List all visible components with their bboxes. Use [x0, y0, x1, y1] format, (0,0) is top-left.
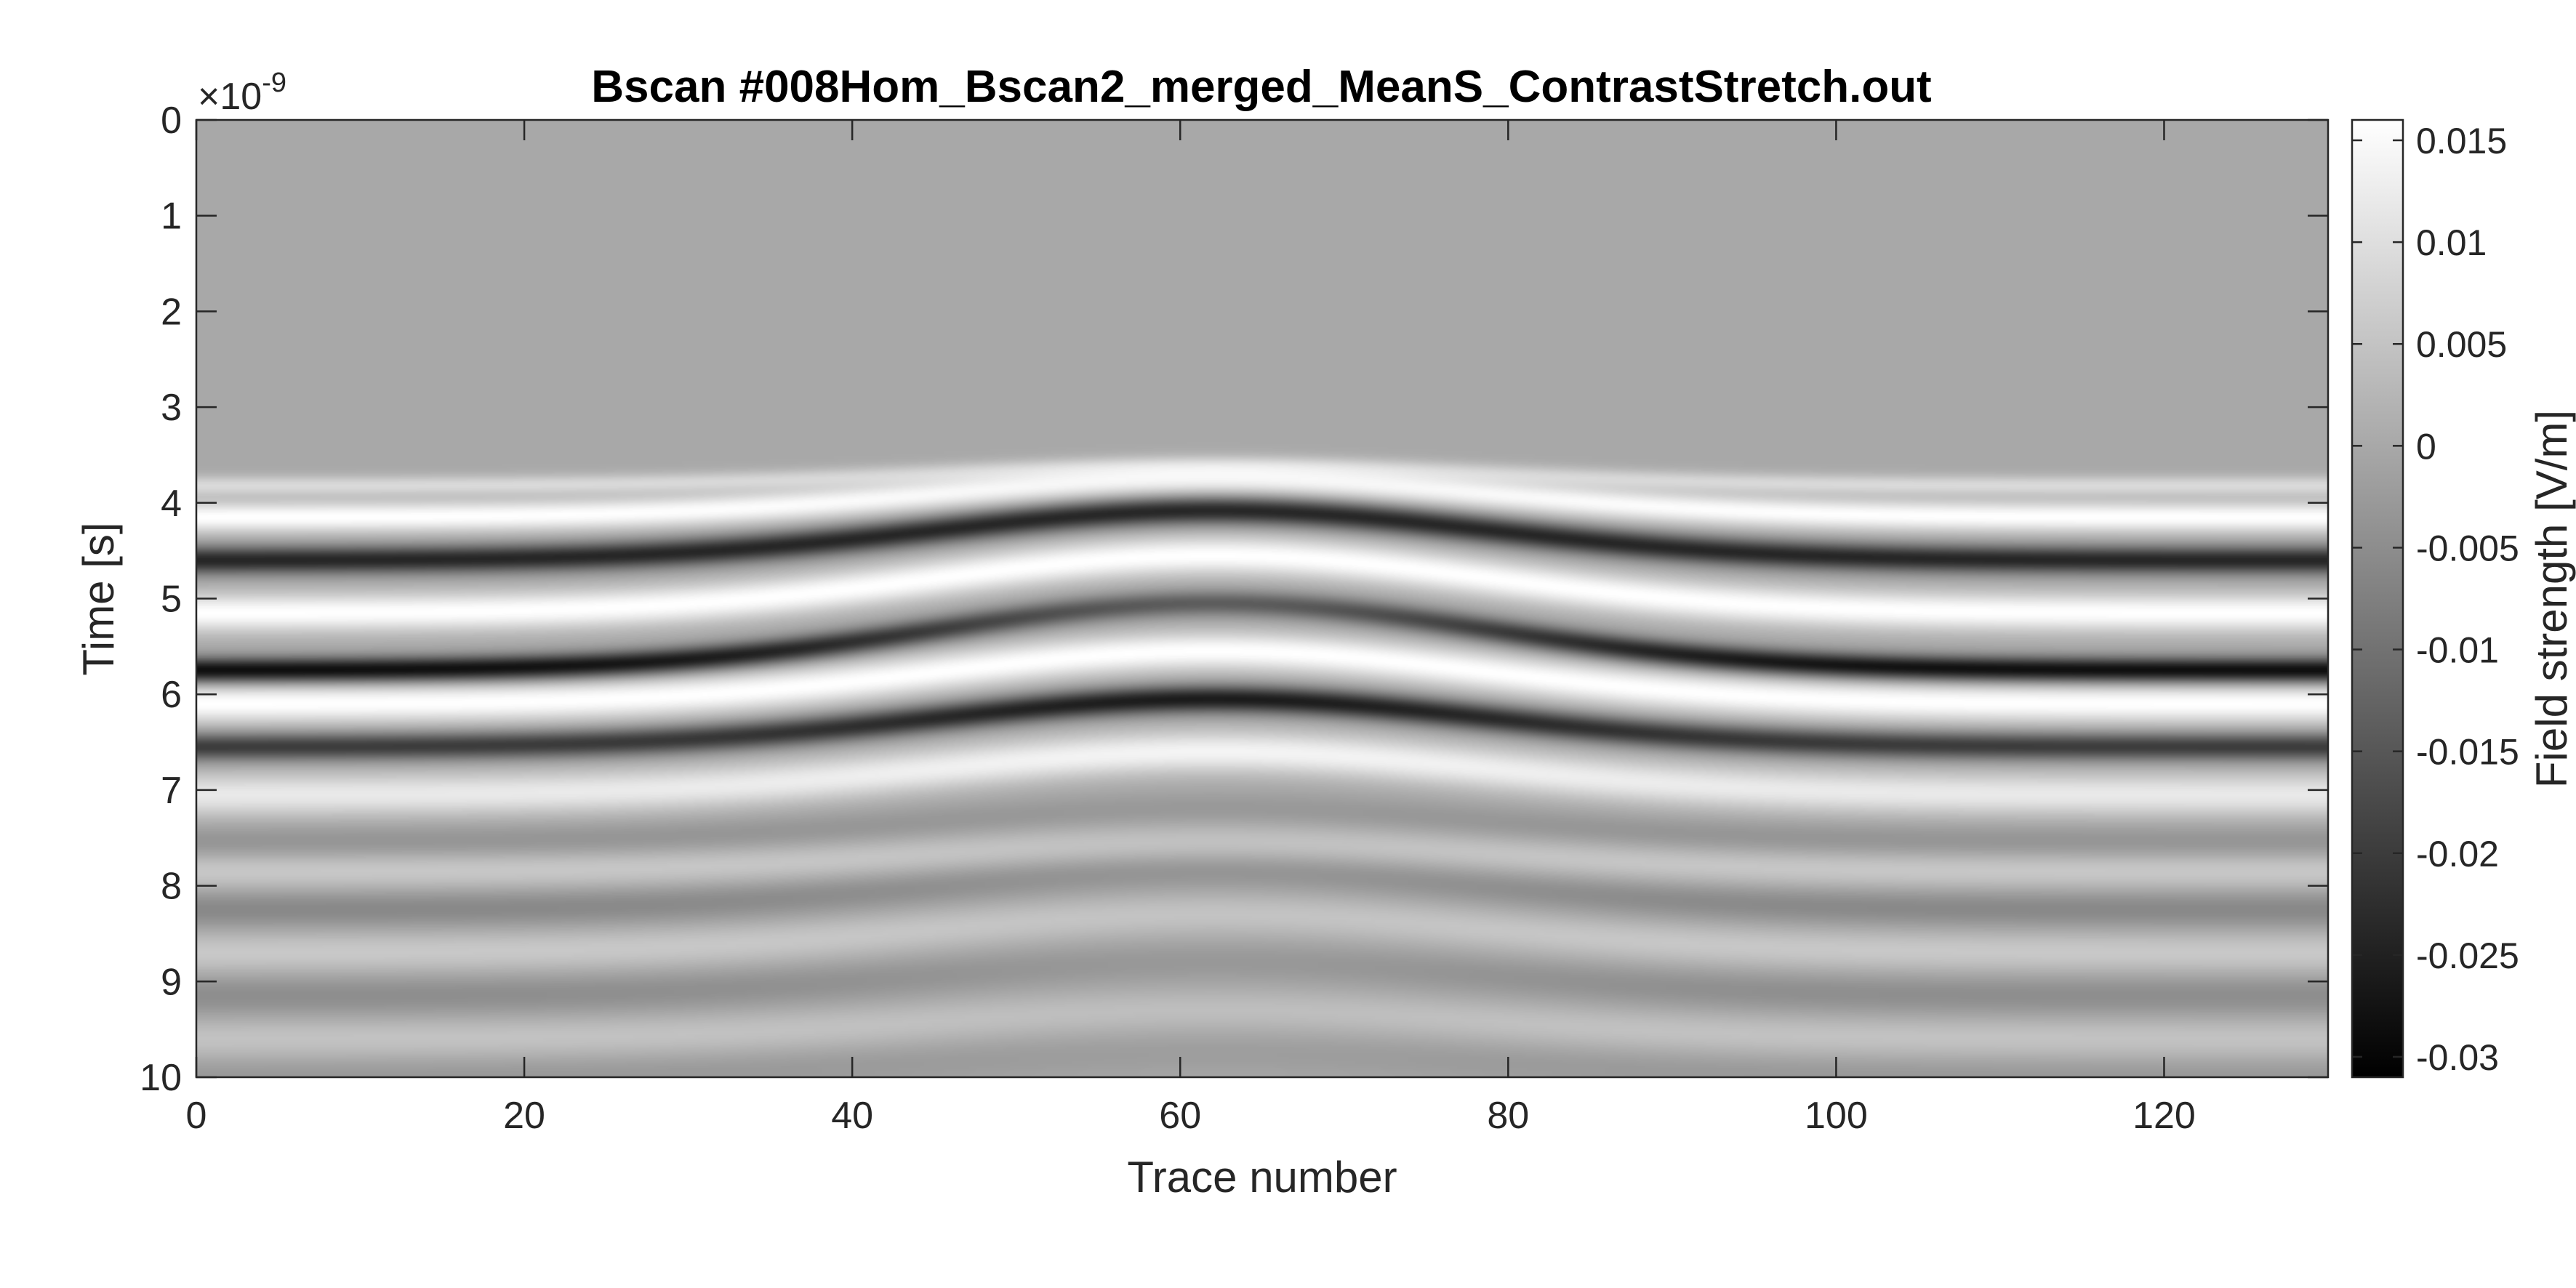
y-axis: 0 1 2 3 4 5 6 7 8 9 10 — [140, 100, 2328, 1099]
y-exponent-power: -9 — [262, 68, 286, 98]
colorbar-label: Field strength [V/m] — [2527, 410, 2576, 788]
plot-area — [195, 118, 2330, 1079]
x-tick-label: 60 — [1159, 1095, 1201, 1137]
y-tick-label: 1 — [161, 196, 182, 238]
y-tick-label: 4 — [161, 483, 182, 525]
y-tick-label: 6 — [161, 674, 182, 716]
y-tick-label: 3 — [161, 387, 182, 429]
y-tick-label: 8 — [161, 866, 182, 908]
chart-title: Bscan #008Hom_Bscan2_merged_MeanS_Contra… — [591, 62, 1931, 112]
y-tick-label: 10 — [140, 1057, 182, 1099]
y-exponent-label: ×10-9 — [198, 68, 286, 118]
x-tick-label: 20 — [503, 1095, 545, 1137]
colorbar-tick-label: -0.03 — [2416, 1037, 2499, 1078]
x-axis: 0 20 40 60 80 100 120 — [186, 120, 2196, 1137]
colorbar-tick-label: -0.01 — [2416, 630, 2499, 671]
y-tick-label: 2 — [161, 291, 182, 333]
bscan-image — [196, 120, 2328, 1077]
y-tick-label: 7 — [161, 770, 182, 812]
bscan-image-container — [196, 120, 2328, 1077]
y-exponent-base: ×10 — [198, 76, 262, 118]
colorbar-tick-label: -0.015 — [2416, 732, 2519, 773]
x-axis-label: Trace number — [1127, 1153, 1397, 1202]
y-tick-label: 5 — [161, 579, 182, 621]
colorbar-scale — [2351, 118, 2404, 1079]
colorbar-tick-label: -0.025 — [2416, 935, 2519, 976]
colorbar-tick-label: -0.005 — [2416, 528, 2519, 568]
y-tick-label: 0 — [161, 100, 182, 142]
colorbar-tick-label: 0 — [2416, 426, 2436, 467]
colorbar-tick-label: -0.02 — [2416, 834, 2499, 874]
x-tick-label: 40 — [831, 1095, 873, 1137]
colorbar-ticks: 0.015 0.01 0.005 0 -0.005 -0.01 -0.015 -0.02 -0.… — [2352, 121, 2519, 1078]
colorbar-tick-label: 0.015 — [2416, 121, 2507, 161]
x-tick-label: 100 — [1805, 1095, 1868, 1137]
x-tick-label: 80 — [1487, 1095, 1529, 1137]
y-axis-label: Time [s] — [74, 522, 123, 675]
x-tick-label: 120 — [2132, 1095, 2196, 1137]
x-tick-label: 0 — [186, 1095, 207, 1137]
colorbar: 0.015 0.01 0.005 0 -0.005 -0.01 -0.015 -0.02 -0.… — [2351, 118, 2576, 1079]
colorbar-tick-label: 0.01 — [2416, 222, 2487, 263]
y-tick-label: 9 — [161, 961, 182, 1003]
colorbar-tick-label: 0.005 — [2416, 324, 2507, 365]
